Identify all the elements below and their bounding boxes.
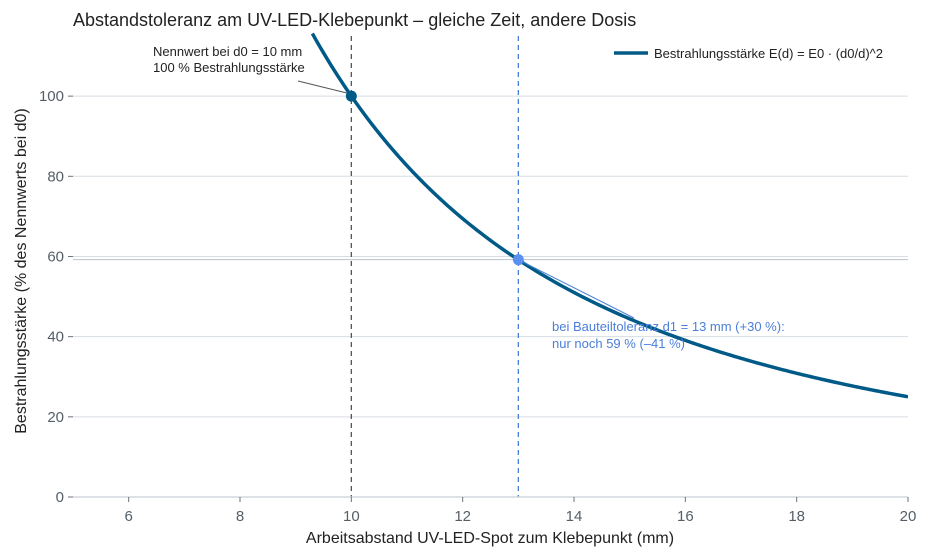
y-tick-label: 80 — [47, 168, 64, 185]
x-tick-label: 8 — [236, 508, 244, 525]
annotation-text: bei Bauteiltoleranz d1 = 13 mm (+30 %): — [552, 319, 785, 334]
x-tick-label: 14 — [566, 508, 583, 525]
y-tick-label: 100 — [39, 88, 64, 105]
chart-title: Abstandstoleranz am UV-LED-Klebepunkt – … — [73, 10, 636, 30]
legend: Bestrahlungsstärke E(d) = E0 · (d0/d)^2 — [614, 46, 883, 61]
gridlines — [73, 95, 908, 418]
annotation-text: Nennwert bei d0 = 10 mm — [153, 44, 302, 59]
annotation-text: 100 % Bestrahlungsstärke — [153, 60, 305, 75]
y-tick-label: 40 — [47, 329, 64, 346]
series-layer — [310, 32, 908, 399]
x-tick-label: 20 — [900, 508, 917, 525]
x-axis-title: Arbeitsabstand UV-LED-Spot zum Klebepunk… — [306, 530, 674, 547]
annotation-text: nur noch 59 % (–41 %) — [552, 336, 685, 351]
series-line — [310, 32, 908, 399]
x-tick-label: 10 — [343, 508, 360, 525]
annotation-arrow — [297, 80, 348, 94]
axes: 0 20 40 60 80 100 6 8 10 12 14 16 18 20 — [39, 88, 916, 525]
x-tick-label: 12 — [454, 508, 471, 525]
marker-layer — [345, 90, 524, 266]
y-tick-label: 0 — [56, 489, 64, 506]
y-axis-title: Bestrahlungsstärke (% des Nennwerts bei … — [13, 108, 30, 434]
data-point — [512, 254, 524, 266]
data-point — [345, 90, 357, 102]
x-tick-label: 18 — [788, 508, 805, 525]
x-tick-label: 6 — [124, 508, 132, 525]
reference-lines — [73, 36, 908, 497]
x-tick-label: 16 — [677, 508, 694, 525]
annotation-arrow — [522, 261, 635, 319]
y-tick-label: 20 — [47, 409, 64, 426]
y-tick-label: 60 — [47, 248, 64, 265]
legend-label: Bestrahlungsstärke E(d) = E0 · (d0/d)^2 — [654, 46, 883, 61]
